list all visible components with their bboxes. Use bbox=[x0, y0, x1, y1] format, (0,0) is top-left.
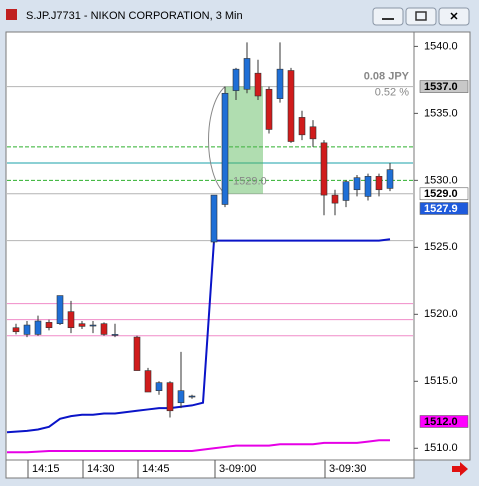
candle-body bbox=[276, 68, 284, 99]
price-axis bbox=[413, 31, 471, 461]
price-tag-label: 1527.9 bbox=[424, 203, 458, 215]
window-icon bbox=[6, 9, 17, 20]
candle-body bbox=[309, 126, 317, 140]
change-label: 0.08 JPY bbox=[364, 70, 410, 82]
candle-body bbox=[331, 194, 339, 204]
indicator-line bbox=[7, 439, 390, 454]
candle-body bbox=[221, 92, 229, 205]
candle-body bbox=[232, 68, 240, 91]
candle-body bbox=[386, 169, 394, 189]
candle-body bbox=[287, 70, 295, 142]
price-tag-label: 1529.0 bbox=[424, 188, 458, 200]
candle-body bbox=[12, 327, 20, 333]
candle-body bbox=[67, 311, 75, 329]
candle-body bbox=[210, 194, 218, 243]
candle-body bbox=[364, 176, 372, 197]
candle-body bbox=[243, 58, 251, 90]
price-tag-label: 1537.0 bbox=[424, 81, 458, 93]
candle-body bbox=[342, 181, 350, 201]
minimize-button[interactable] bbox=[372, 7, 404, 26]
maximize-button[interactable] bbox=[405, 7, 437, 26]
measure-label: 1529.0 bbox=[233, 176, 267, 188]
candle-body bbox=[375, 176, 383, 191]
candle-body bbox=[34, 320, 42, 335]
x-tick-label: 3-09:30 bbox=[329, 463, 366, 475]
x-tick-label: 14:45 bbox=[142, 463, 170, 475]
candle-body bbox=[56, 295, 64, 324]
candle-body bbox=[265, 88, 273, 130]
candle-body bbox=[78, 323, 86, 327]
candle-body bbox=[320, 142, 328, 196]
window-title: S.JP.J7731 - NIKON CORPORATION, 3 Min bbox=[26, 10, 243, 22]
price-tag bbox=[419, 202, 469, 215]
measure-arc bbox=[208, 86, 226, 195]
price-tag bbox=[419, 415, 469, 428]
candle-body bbox=[298, 117, 306, 136]
y-tick-label: 1540.0 bbox=[424, 40, 458, 52]
price-tag bbox=[419, 187, 469, 201]
price-tag-label: 1512.0 bbox=[424, 416, 458, 428]
candle-body bbox=[45, 322, 53, 329]
y-tick-label: 1530.0 bbox=[424, 174, 458, 186]
y-tick-label: 1535.0 bbox=[424, 107, 458, 119]
candle-body bbox=[177, 390, 185, 404]
measure-box bbox=[225, 86, 263, 194]
candle-body bbox=[133, 336, 141, 371]
close-icon: ✕ bbox=[449, 11, 458, 23]
x-tick-label: 14:30 bbox=[87, 463, 115, 475]
change-percent: 0.52 % bbox=[375, 86, 409, 98]
indicator-line bbox=[6, 238, 391, 434]
time-axis bbox=[5, 459, 415, 479]
plot-area bbox=[5, 31, 415, 461]
y-tick-label: 1525.0 bbox=[424, 241, 458, 253]
y-tick-label: 1515.0 bbox=[424, 375, 458, 387]
candle-body bbox=[144, 370, 152, 393]
candle-body bbox=[100, 323, 108, 335]
scroll-arrow[interactable] bbox=[452, 462, 468, 476]
price-tag bbox=[419, 80, 469, 93]
maximize-icon bbox=[415, 11, 427, 21]
candle-body bbox=[166, 382, 174, 412]
candle-body bbox=[89, 324, 97, 327]
y-tick-label: 1510.0 bbox=[424, 442, 458, 454]
candle-body bbox=[155, 382, 163, 391]
candle-body bbox=[111, 334, 119, 336]
candle-body bbox=[353, 177, 361, 191]
candle-body bbox=[254, 72, 262, 97]
x-tick-label: 14:15 bbox=[32, 463, 60, 475]
x-tick-label: 3-09:00 bbox=[219, 463, 256, 475]
candle-body bbox=[188, 395, 196, 398]
candle-body bbox=[23, 324, 31, 335]
y-tick-label: 1520.0 bbox=[424, 308, 458, 320]
close-button[interactable] bbox=[438, 7, 470, 26]
